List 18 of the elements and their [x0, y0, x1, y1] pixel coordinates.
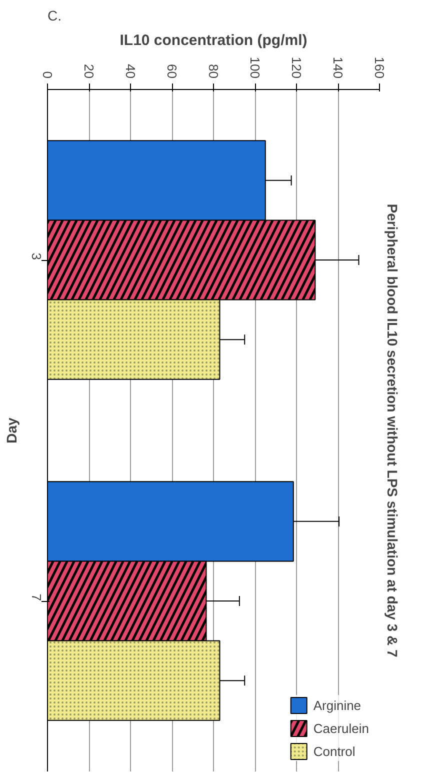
x-tick-label: 40 [123, 64, 138, 79]
text: Peripheral blood IL10 secretion without LPS stimulation at day 3 & 7 [384, 204, 400, 658]
x-tick-label: 60 [164, 64, 180, 79]
x-tick-label: 100 [248, 56, 262, 79]
x-tick-label: 20 [82, 64, 96, 79]
x-tick-label: 120 [289, 56, 304, 79]
y-tick-label: 7 [29, 594, 44, 602]
text: C. [48, 8, 62, 24]
y-tick-label: 3 [29, 252, 44, 260]
y-axis-title: Day [4, 417, 20, 444]
x-tick-label: 0 [40, 71, 55, 79]
x-tick-label: 80 [206, 64, 221, 79]
legend-label: Caerulein [313, 720, 369, 736]
x-tick-label: 140 [330, 56, 346, 79]
x-tick-label: 160 [372, 56, 387, 79]
legend-label: Control [313, 744, 356, 758]
x-axis-title: IL10 concentration (pg/ml) [120, 32, 308, 49]
legend-label: Arginine [313, 698, 362, 712]
